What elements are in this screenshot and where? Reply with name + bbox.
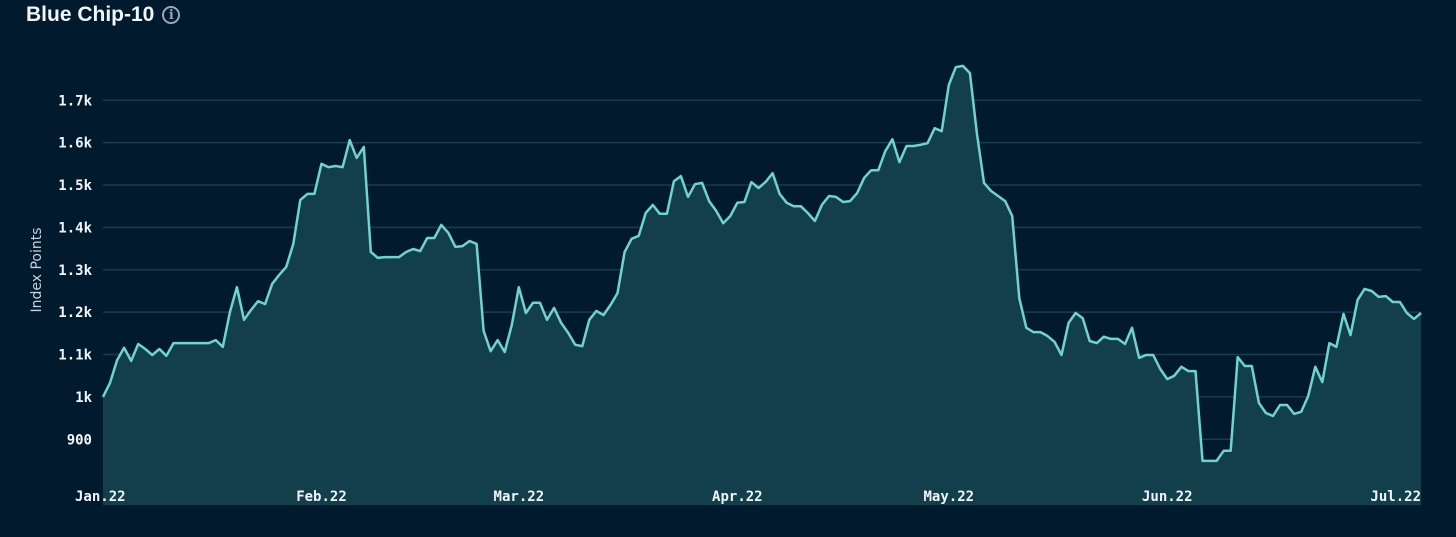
chart-title: Blue Chip-10 i bbox=[26, 3, 181, 27]
x-tick-label: Feb.22 bbox=[296, 489, 347, 505]
x-tick-label: May.22 bbox=[923, 489, 974, 505]
y-axis-label: Index Points bbox=[29, 227, 45, 312]
title-text: Blue Chip-10 bbox=[26, 3, 155, 26]
y-tick-label: 1k bbox=[75, 390, 92, 406]
y-tick-label: 1.4k bbox=[58, 220, 92, 236]
index-line bbox=[101, 64, 1422, 463]
info-circle-icon[interactable]: i bbox=[162, 6, 181, 24]
area-fill bbox=[103, 65, 1421, 506]
x-tick-label: Mar.22 bbox=[494, 489, 545, 505]
y-tick-label: 1.7k bbox=[58, 93, 92, 109]
y-tick-label: 1.1k bbox=[58, 348, 92, 364]
y-tick-label: 900 bbox=[67, 432, 92, 448]
x-axis-ticks: Jan.22 Feb.22 Mar.22 Apr.22 May.22 Jun.22 Jul.… bbox=[75, 489, 1421, 505]
y-tick-label: 1.6k bbox=[58, 136, 92, 152]
y-tick-label: 1.2k bbox=[58, 305, 92, 321]
y-tick-label: 1.5k bbox=[58, 178, 92, 194]
y-tick-label: 1.3k bbox=[58, 263, 92, 279]
x-tick-label: Jun.22 bbox=[1142, 489, 1193, 505]
x-tick-label: Apr.22 bbox=[712, 489, 763, 505]
y-axis-ticks: 900 1k 1.1k 1.2k 1.3k 1.4k 1.5k 1.6k 1.7k bbox=[58, 93, 92, 448]
x-tick-label: Jul.22 bbox=[1370, 489, 1421, 505]
x-tick-label: Jan.22 bbox=[75, 489, 126, 505]
